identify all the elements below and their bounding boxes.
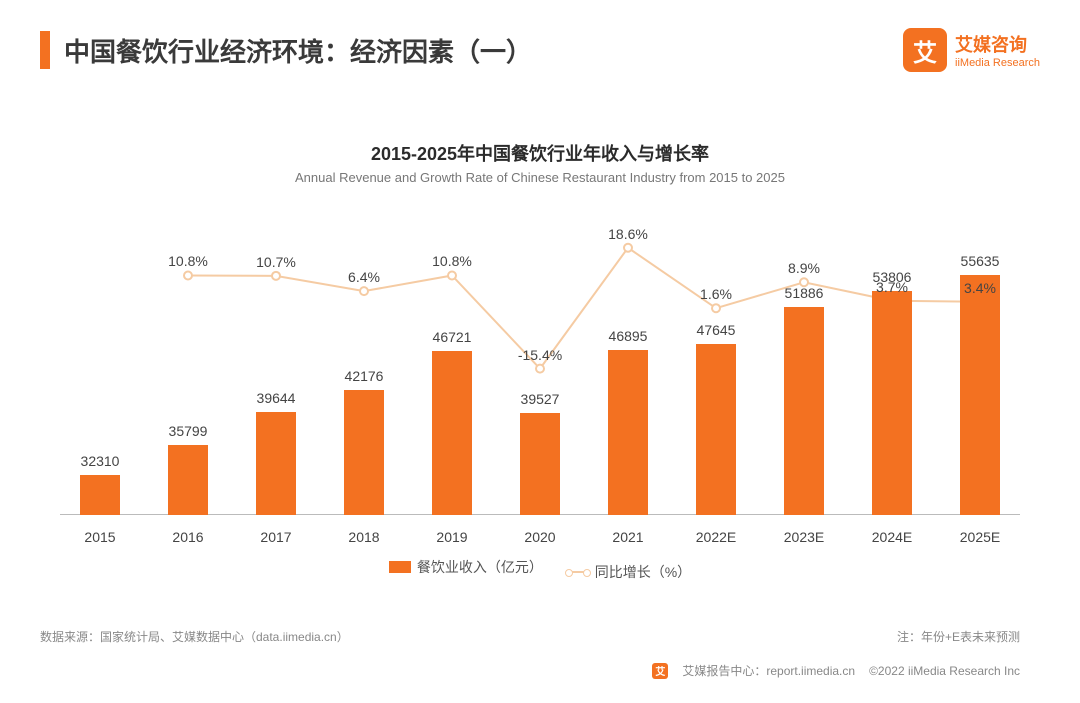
- legend-line-label: 同比增长（%）: [595, 562, 691, 582]
- data-source: 数据来源：国家统计局、艾媒数据中心（data.iimedia.cn）: [40, 628, 349, 645]
- page-title: 中国餐饮行业经济环境：经济因素（一）: [64, 32, 532, 69]
- growth-label: 1.6%: [700, 286, 732, 302]
- growth-label: 10.8%: [432, 253, 472, 269]
- bar-rect: [80, 475, 120, 515]
- bar-value-label: 32310: [50, 453, 150, 469]
- bar-rect: [608, 350, 648, 515]
- x-tick-label: 2025E: [930, 529, 1030, 545]
- growth-label: 10.8%: [168, 253, 208, 269]
- accent-bar: [40, 31, 50, 69]
- legend-line-swatch: [567, 571, 589, 573]
- legend: 餐饮业收入（亿元） 同比增长（%）: [60, 557, 1020, 582]
- growth-label: 18.6%: [608, 226, 648, 242]
- x-tick-label: 2021: [578, 529, 678, 545]
- logo-text: 艾媒咨询 iiMedia Research: [955, 31, 1040, 69]
- logo-en: iiMedia Research: [955, 57, 1040, 69]
- growth-label: -15.4%: [518, 347, 562, 363]
- logo-cn: 艾媒咨询: [955, 31, 1040, 57]
- x-tick-label: 2020: [490, 529, 590, 545]
- bar-value-label: 46721: [402, 329, 502, 345]
- growth-label: 3.4%: [964, 280, 996, 296]
- chart-area: 2015-2025年中国餐饮行业年收入与增长率 Annual Revenue a…: [60, 140, 1020, 582]
- bar-value-label: 47645: [666, 322, 766, 338]
- title-wrap: 中国餐饮行业经济环境：经济因素（一）: [40, 31, 532, 69]
- growth-label: 10.7%: [256, 254, 296, 270]
- bar-rect: [872, 291, 912, 515]
- legend-bar-label: 餐饮业收入（亿元）: [417, 557, 543, 577]
- bar-value-label: 51886: [754, 285, 854, 301]
- logo-icon: 艾: [903, 28, 947, 72]
- header: 中国餐饮行业经济环境：经济因素（一） 艾 艾媒咨询 iiMedia Resear…: [0, 0, 1080, 72]
- chart-title-cn: 2015-2025年中国餐饮行业年收入与增长率: [60, 140, 1020, 166]
- bar-value-label: 39644: [226, 390, 326, 406]
- legend-bar: 餐饮业收入（亿元）: [389, 557, 543, 577]
- bar-rect: [960, 275, 1000, 515]
- growth-label: 3.7%: [876, 279, 908, 295]
- legend-bar-swatch: [389, 561, 411, 573]
- bar-value-label: 46895: [578, 328, 678, 344]
- x-tick-label: 2017: [226, 529, 326, 545]
- report-center: 艾媒报告中心：report.iimedia.cn: [682, 662, 855, 679]
- growth-label: 8.9%: [788, 260, 820, 276]
- chart-title-en: Annual Revenue and Growth Rate of Chines…: [60, 170, 1020, 185]
- x-tick-label: 2018: [314, 529, 414, 545]
- bar-rect: [256, 412, 296, 515]
- legend-line: 同比增长（%）: [567, 562, 691, 582]
- chart-plot: 3231020153579920163964420174217620184672…: [60, 215, 1020, 545]
- forecast-note: 注：年份+E表未来预测: [897, 628, 1020, 645]
- x-tick-label: 2024E: [842, 529, 942, 545]
- x-tick-label: 2022E: [666, 529, 766, 545]
- footer-logo-icon: 艾: [652, 663, 668, 679]
- bar-rect: [784, 307, 824, 515]
- bar-value-label: 42176: [314, 368, 414, 384]
- bar-rect: [168, 445, 208, 515]
- brand-logo: 艾 艾媒咨询 iiMedia Research: [903, 28, 1040, 72]
- bar-value-label: 55635: [930, 253, 1030, 269]
- bar-value-label: 39527: [490, 391, 590, 407]
- x-tick-label: 2016: [138, 529, 238, 545]
- bar-value-label: 35799: [138, 423, 238, 439]
- x-tick-label: 2019: [402, 529, 502, 545]
- bar-rect: [432, 351, 472, 515]
- bar-rect: [344, 390, 384, 515]
- bar-rect: [520, 413, 560, 515]
- footer-bottom: 艾 艾媒报告中心：report.iimedia.cn ©2022 iiMedia…: [652, 662, 1020, 679]
- copyright: ©2022 iiMedia Research Inc: [869, 664, 1020, 678]
- x-tick-label: 2015: [50, 529, 150, 545]
- growth-label: 6.4%: [348, 269, 380, 285]
- bar-rect: [696, 344, 736, 515]
- x-tick-label: 2023E: [754, 529, 854, 545]
